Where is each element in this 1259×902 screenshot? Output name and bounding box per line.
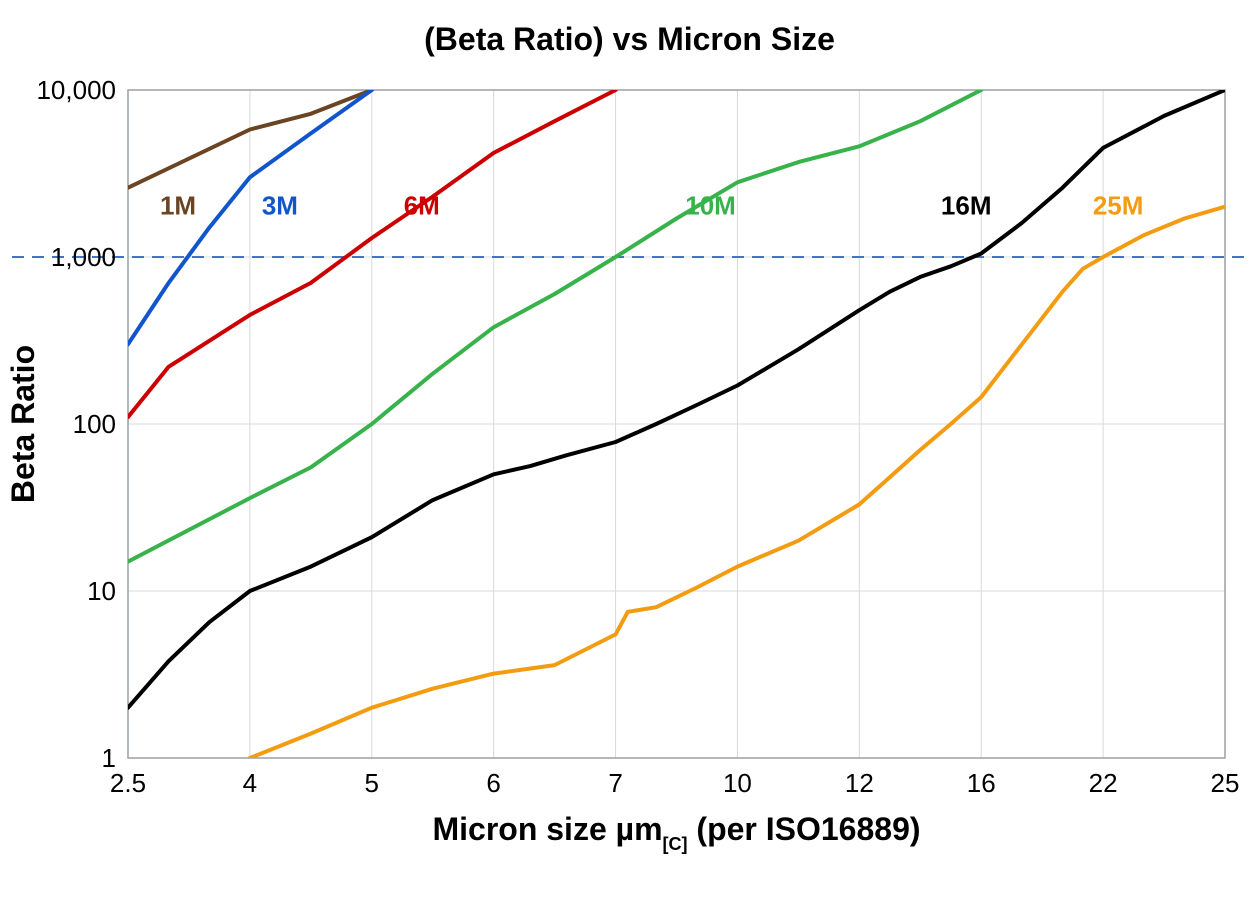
chart-background <box>0 0 1259 902</box>
chart-svg: (Beta Ratio) vs Micron Size 1M 3M 6M 10M 16M 2… <box>0 0 1259 902</box>
x-tick-label: 10 <box>723 768 752 798</box>
y-axis-label: Beta Ratio <box>5 345 41 503</box>
x-tick-label: 22 <box>1089 768 1118 798</box>
y-tick-label: 1,000 <box>51 242 116 272</box>
x-tick-label: 16 <box>967 768 996 798</box>
series-label-16m: 16M <box>941 191 992 221</box>
y-tick-label: 10 <box>87 576 116 606</box>
series-label-6m: 6M <box>404 191 440 221</box>
x-tick-label: 4 <box>243 768 257 798</box>
series-label-25m: 25M <box>1093 191 1144 221</box>
series-label-3m: 3M <box>262 191 298 221</box>
series-label-10m: 10M <box>685 191 736 221</box>
chart-title: (Beta Ratio) vs Micron Size <box>424 21 835 57</box>
x-tick-label: 12 <box>845 768 874 798</box>
x-tick-label: 7 <box>608 768 622 798</box>
y-tick-label: 10,000 <box>36 75 116 105</box>
chart-container: (Beta Ratio) vs Micron Size 1M 3M 6M 10M 16M 2… <box>0 0 1259 902</box>
y-tick-label: 1 <box>102 743 116 773</box>
y-tick-label: 100 <box>73 409 116 439</box>
x-tick-label: 6 <box>486 768 500 798</box>
x-tick-label: 25 <box>1211 768 1240 798</box>
series-label-1m: 1M <box>160 191 196 221</box>
x-tick-label: 5 <box>365 768 379 798</box>
